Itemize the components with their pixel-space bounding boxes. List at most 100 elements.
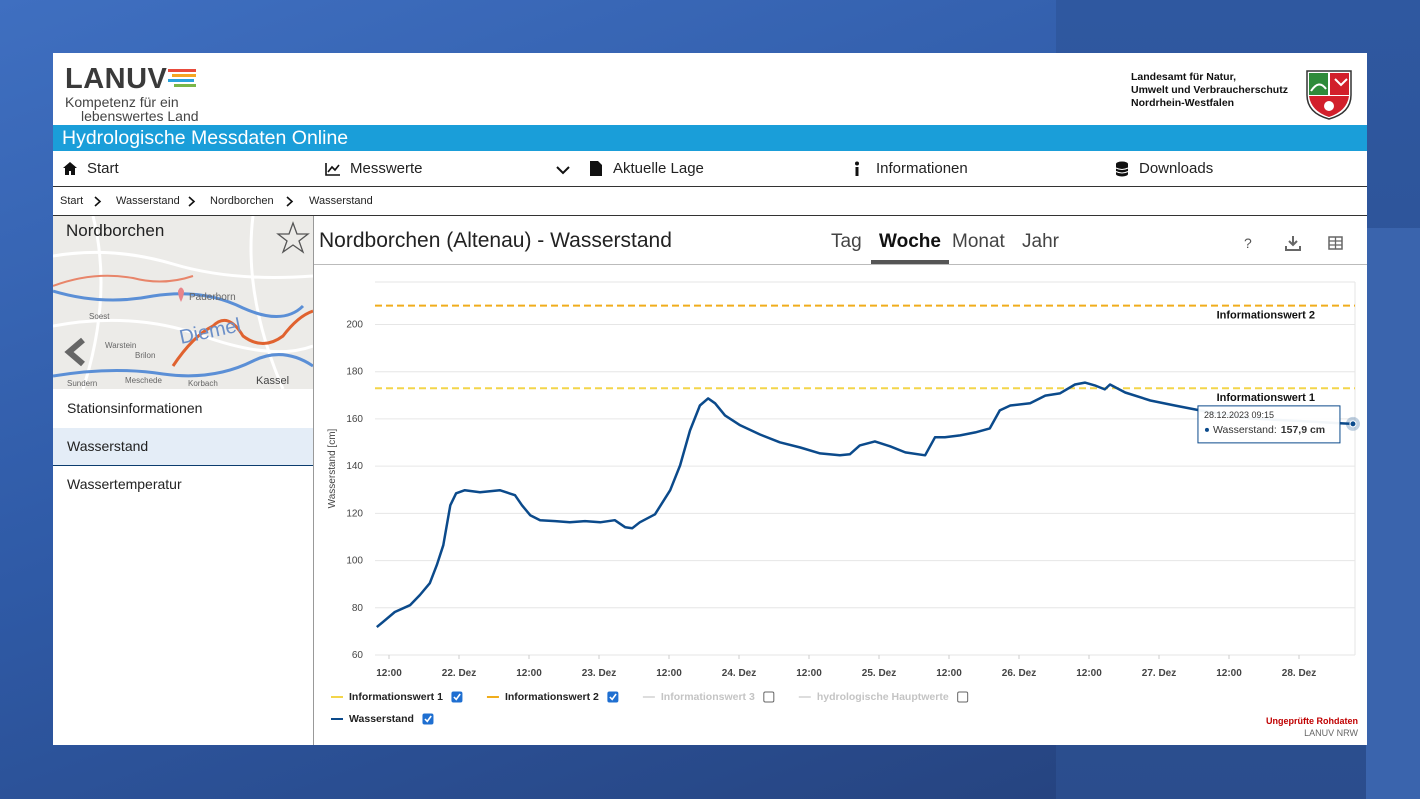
banner-title: Hydrologische Messdaten Online bbox=[62, 127, 349, 149]
x-tick-label: 26. Dez bbox=[1002, 668, 1036, 679]
y-axis-title: Wasserstand [cm] bbox=[327, 428, 338, 508]
y-tick-label: 80 bbox=[352, 603, 364, 614]
breadcrumb-item[interactable]: Start bbox=[60, 195, 84, 207]
map-label: Korbach bbox=[188, 379, 218, 388]
divider bbox=[314, 264, 1367, 265]
threshold-label: Informationswert 1 bbox=[1217, 392, 1315, 404]
dropdown-icon[interactable] bbox=[556, 165, 570, 175]
tooltip-name: Wasserstand: bbox=[1213, 424, 1277, 436]
x-tick-label: 12:00 bbox=[1216, 668, 1242, 679]
y-tick-label: 120 bbox=[346, 508, 363, 519]
chart-icon bbox=[325, 163, 340, 176]
y-tick-label: 60 bbox=[352, 650, 364, 661]
y-tick-label: 100 bbox=[346, 556, 363, 567]
map-label: Brilon bbox=[135, 351, 155, 360]
legend-label: Informationswert 2 bbox=[505, 691, 599, 703]
map-label: Meschede bbox=[125, 376, 162, 385]
y-tick-label: 180 bbox=[346, 367, 363, 378]
x-tick-label: 25. Dez bbox=[862, 668, 896, 679]
legend-label: Informationswert 3 bbox=[661, 691, 755, 703]
legend-checkbox[interactable] bbox=[422, 713, 434, 725]
browser-window: LANUV Kompetenz für ein lebenswertes Lan… bbox=[53, 53, 1367, 745]
favorite-star[interactable] bbox=[276, 221, 310, 254]
breadcrumb-item[interactable]: Wasserstand bbox=[309, 195, 373, 207]
agency-name: Landesamt für Natur, bbox=[1131, 71, 1237, 83]
nav-item[interactable]: Downloads bbox=[1139, 160, 1214, 177]
help-button[interactable]: ? bbox=[1244, 235, 1252, 251]
threshold-label: Informationswert 2 bbox=[1217, 310, 1315, 322]
tooltip-bullet bbox=[1204, 427, 1209, 432]
legend-checkbox[interactable] bbox=[957, 691, 969, 703]
database-icon bbox=[1115, 161, 1129, 177]
breadcrumb-item[interactable]: Nordborchen bbox=[210, 195, 274, 207]
menu-item[interactable]: Wassertemperatur bbox=[53, 466, 313, 503]
download-button[interactable] bbox=[1285, 235, 1301, 251]
data-note: Ungeprüfte Rohdaten bbox=[1266, 716, 1358, 726]
sidebar: Paderborn Diemel Soest Warstein Brilon M… bbox=[53, 216, 314, 745]
logo[interactable]: LANUV bbox=[65, 63, 168, 95]
x-tick-label: 12:00 bbox=[376, 668, 402, 679]
nav-item[interactable]: Messwerte bbox=[350, 160, 423, 177]
breadcrumb-separator bbox=[94, 196, 102, 207]
map-label: Soest bbox=[89, 312, 110, 321]
legend-label: Informationswert 1 bbox=[349, 691, 443, 703]
document-icon bbox=[590, 161, 602, 176]
coat-of-arms bbox=[1306, 70, 1352, 120]
x-tick-label: 27. Dez bbox=[1142, 668, 1176, 679]
checkmark bbox=[453, 693, 461, 701]
breadcrumb: Start Wasserstand Nordborchen Wasserstan… bbox=[53, 187, 1367, 216]
data-line bbox=[375, 381, 1354, 629]
tooltip-date: 28.12.2023 09:15 bbox=[1204, 410, 1274, 420]
y-tick-label: 140 bbox=[346, 461, 363, 472]
collapse-arrow[interactable] bbox=[64, 337, 85, 367]
tooltip-label: Wasserstand: 157,9 cm bbox=[1213, 424, 1325, 436]
x-tick-label: 24. Dez bbox=[722, 668, 756, 679]
tooltip bbox=[1197, 405, 1341, 444]
checkmark bbox=[609, 693, 617, 701]
legend-checkbox[interactable] bbox=[451, 691, 463, 703]
menu-label: Wassertemperatur bbox=[67, 476, 182, 492]
legend-label: Wasserstand bbox=[349, 713, 414, 725]
legend-checkbox[interactable] bbox=[763, 691, 775, 703]
menu-label: Wasserstand bbox=[67, 438, 149, 454]
tab[interactable]: Woche bbox=[879, 231, 941, 252]
x-tick-label: 12:00 bbox=[796, 668, 822, 679]
map[interactable]: Paderborn Diemel Soest Warstein Brilon M… bbox=[53, 216, 313, 389]
map-label: Kassel bbox=[256, 375, 289, 387]
tab[interactable]: Monat bbox=[952, 231, 1005, 252]
tagline: lebenswertes Land bbox=[81, 108, 199, 124]
map-label: Paderborn bbox=[189, 292, 236, 303]
agency-name: Umwelt und Verbraucherschutz bbox=[1131, 84, 1288, 96]
home-icon bbox=[63, 162, 77, 175]
hover-point bbox=[1349, 420, 1357, 428]
menu-label: Stationsinformationen bbox=[67, 400, 203, 416]
map-label: Warstein bbox=[105, 341, 136, 350]
nav-item[interactable]: Informationen bbox=[876, 160, 968, 177]
active-tab-indicator bbox=[871, 260, 949, 264]
checkmark bbox=[424, 715, 432, 723]
y-tick-label: 160 bbox=[346, 414, 363, 425]
breadcrumb-item[interactable]: Wasserstand bbox=[116, 195, 180, 207]
breadcrumb-separator bbox=[188, 196, 196, 207]
legend-label: hydrologische Hauptwerte bbox=[817, 691, 949, 703]
menu-item[interactable]: Stationsinformationen bbox=[53, 390, 313, 427]
nav-item[interactable]: Aktuelle Lage bbox=[613, 160, 704, 177]
tab[interactable]: Tag bbox=[831, 231, 862, 252]
x-tick-label: 12:00 bbox=[516, 668, 542, 679]
tagline: Kompetenz für ein bbox=[65, 94, 179, 110]
background bbox=[1366, 228, 1420, 799]
y-tick-label: 200 bbox=[346, 319, 363, 330]
x-tick-label: 22. Dez bbox=[442, 668, 476, 679]
logo-stripes bbox=[168, 69, 196, 87]
x-tick-label: 12:00 bbox=[936, 668, 962, 679]
banner: Hydrologische Messdaten Online bbox=[53, 125, 1367, 151]
x-tick-label: 12:00 bbox=[656, 668, 682, 679]
map-title: Nordborchen bbox=[66, 221, 164, 240]
tab[interactable]: Jahr bbox=[1022, 231, 1059, 252]
table-button[interactable] bbox=[1328, 236, 1343, 250]
chart: 60 80 100 120 140 160 180 200 Wasserstand [cm] 12… bbox=[327, 281, 1360, 725]
nav-item[interactable]: Start bbox=[87, 160, 119, 177]
menu-item[interactable]: Wasserstand bbox=[53, 428, 313, 466]
legend-checkbox[interactable] bbox=[607, 691, 619, 703]
